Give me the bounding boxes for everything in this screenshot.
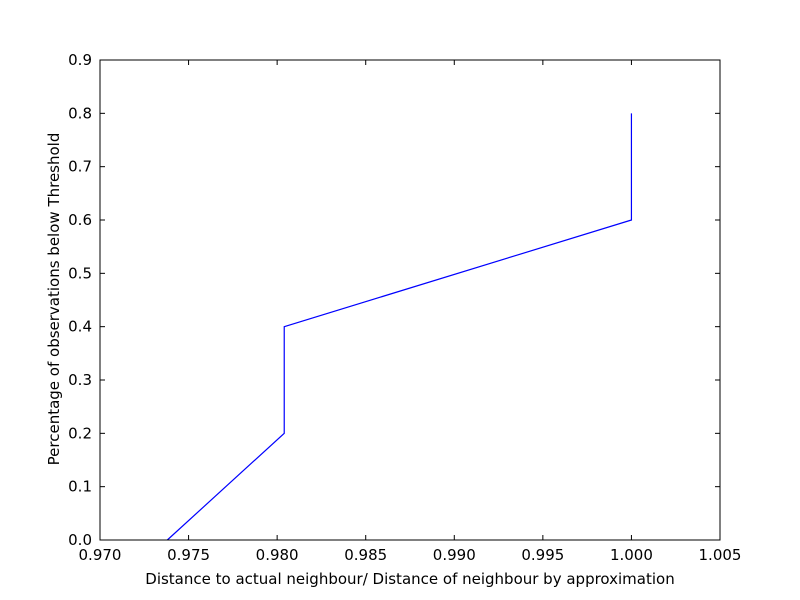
y-tick-label: 0.9 [68, 51, 92, 69]
series-line [166, 113, 633, 541]
y-tick-label: 0.5 [68, 264, 92, 282]
x-tick-label: 0.990 [433, 546, 476, 564]
y-tick-label: 0.3 [68, 371, 92, 389]
x-tick-label: 0.985 [344, 546, 387, 564]
x-tick-label: 1.000 [610, 546, 653, 564]
y-tick-label: 0.6 [68, 211, 92, 229]
y-axis-label: Percentage of observations below Thresho… [45, 133, 63, 466]
series-layer [166, 113, 633, 541]
x-axis-label: Distance to actual neighbour/ Distance o… [145, 570, 674, 588]
plot-frame [99, 59, 721, 541]
y-tick-label: 0.0 [68, 531, 92, 549]
labels-layer: 0.970 0.975 0.980 0.985 0.990 0.995 1.000 1.005… [68, 51, 741, 564]
y-tick-label: 0.2 [68, 424, 92, 442]
y-tick-label: 0.1 [68, 478, 92, 496]
y-tick-label: 0.7 [68, 158, 92, 176]
y-tick-label: 0.8 [68, 104, 92, 122]
x-tick-label: 0.980 [256, 546, 299, 564]
y-tick-label: 0.4 [68, 318, 92, 336]
x-tick-label: 0.975 [167, 546, 210, 564]
x-tick-label: 0.970 [79, 546, 122, 564]
x-tick-label: 0.995 [521, 546, 564, 564]
x-tick-label: 1.005 [699, 546, 742, 564]
